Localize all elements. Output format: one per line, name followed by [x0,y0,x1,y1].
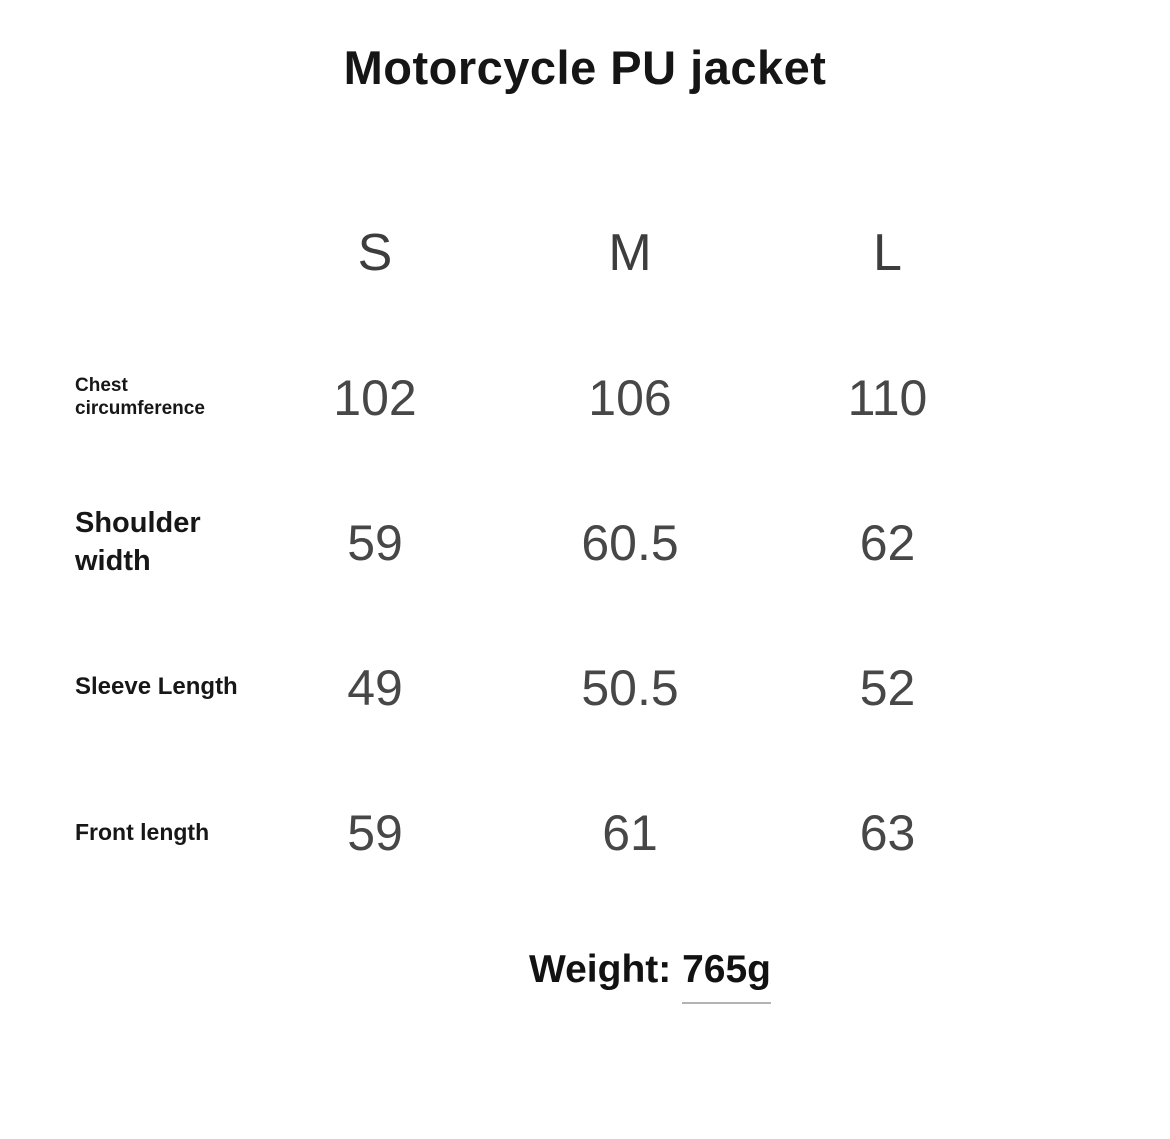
front-value-m: 61 [602,804,658,861]
row-label: Front length [75,818,210,845]
chest-value-l: 110 [847,369,928,426]
shoulder-value-m: 60.5 [581,514,679,571]
row-label-cell: Shoulder width [0,505,250,579]
front-value-s: 59 [347,804,403,861]
page-title: Motorcycle PU jacket [343,41,827,94]
size-header-l: L [873,223,902,282]
size-table: S M L Chest circumference 102 106 110 Sh… [0,180,1015,905]
weight-note: Weight: 765g [130,948,1170,1004]
row-label-cell: Front length [0,819,250,846]
chest-value-s: 102 [333,369,417,426]
table-row-sleeve-length: Sleeve Length 49 50.5 52 [0,615,1015,760]
weight-label: Weight: [528,948,672,991]
row-label-cell: Sleeve Length [0,673,250,701]
size-header-s: S [357,223,393,282]
row-label: Shoulder width [75,507,201,577]
sleeve-value-m: 50.5 [581,659,679,716]
table-row-shoulder-width: Shoulder width 59 60.5 62 [0,470,1015,615]
table-row-chest-circumference: Chest circumference 102 106 110 [0,325,1015,470]
row-label: Sleeve Length [75,673,238,701]
size-header-row: S M L [0,180,1015,325]
table-row-front-length: Front length 59 61 63 [0,760,1015,905]
row-label-cell: Chest circumference [0,375,250,420]
size-header-m: M [608,223,652,282]
shoulder-value-l: 62 [859,514,916,571]
row-label: Chest circumference [75,375,205,419]
shoulder-value-s: 59 [347,514,403,571]
front-value-l: 63 [859,804,916,861]
weight-value: 765g [682,948,771,1004]
chest-value-m: 106 [588,369,672,426]
sleeve-value-s: 49 [347,659,403,716]
sleeve-value-l: 52 [859,659,916,716]
